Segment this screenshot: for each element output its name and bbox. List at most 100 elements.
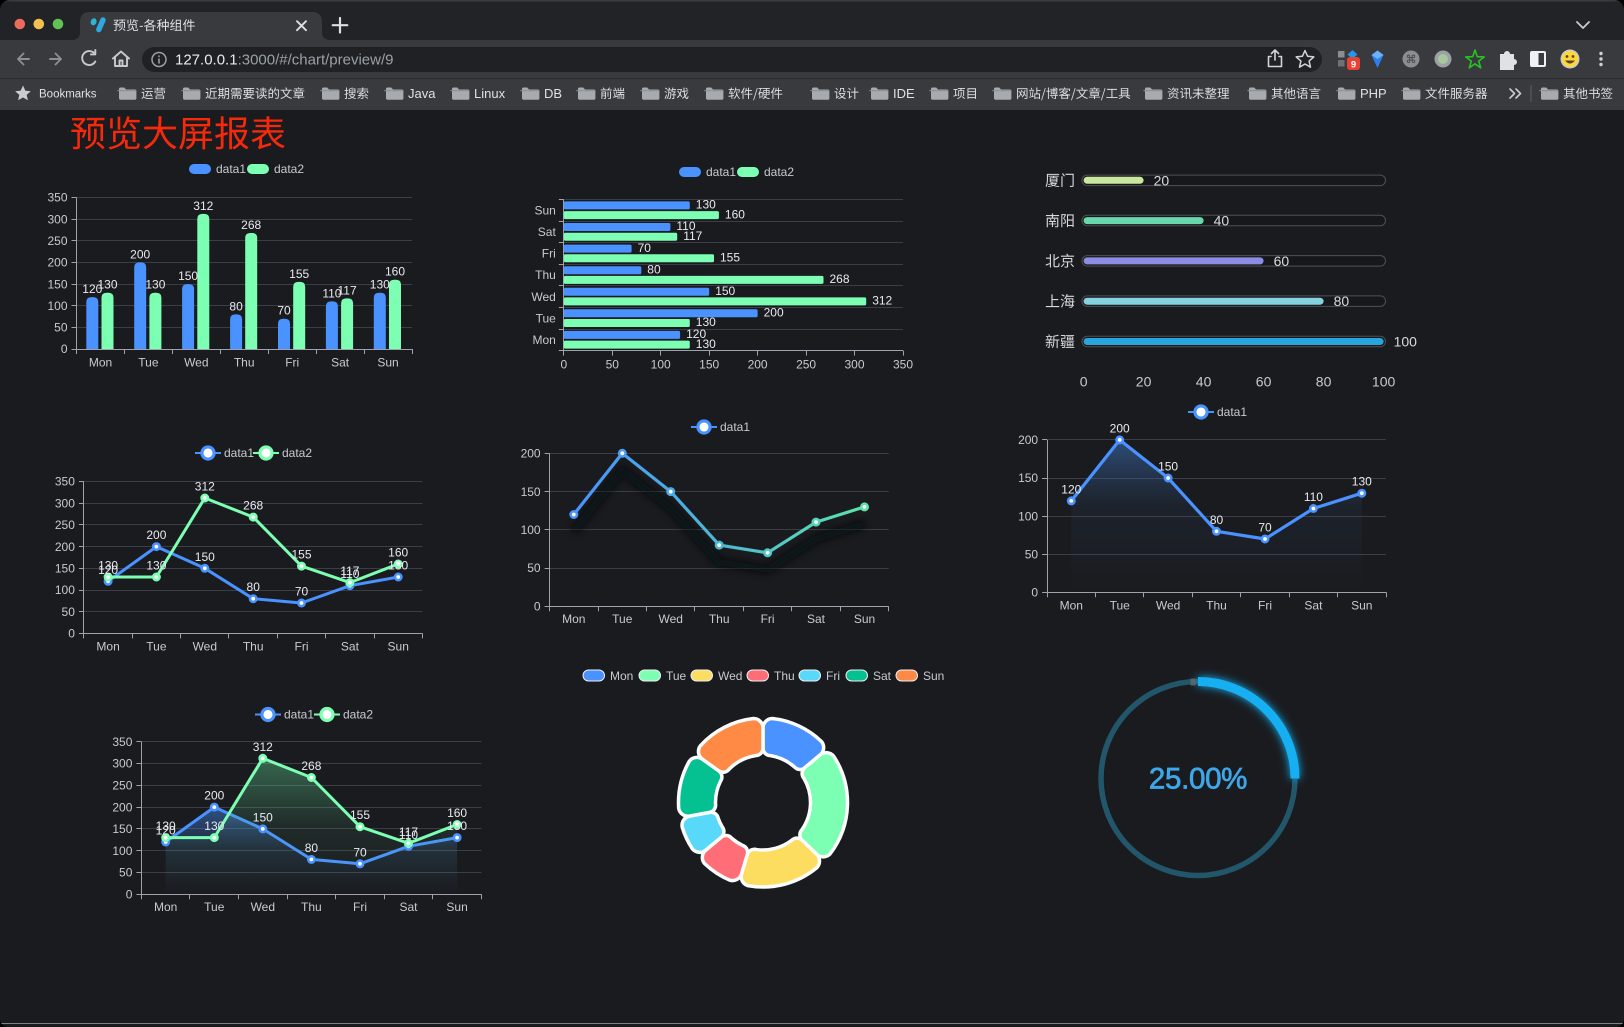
svg-text:130: 130 — [146, 559, 166, 573]
svg-text:70: 70 — [295, 585, 309, 599]
svg-text:Tue: Tue — [138, 356, 159, 370]
svg-text:150: 150 — [1158, 460, 1178, 474]
svg-text:50: 50 — [119, 866, 133, 880]
svg-text:120: 120 — [98, 563, 118, 577]
svg-text:130: 130 — [204, 819, 224, 833]
svg-text:300: 300 — [844, 358, 864, 372]
svg-text:data1: data1 — [1217, 405, 1247, 419]
svg-text:200: 200 — [130, 247, 150, 261]
svg-text:130: 130 — [696, 315, 716, 329]
svg-text:155: 155 — [289, 267, 309, 281]
svg-text:350: 350 — [47, 191, 67, 205]
svg-text:160: 160 — [385, 265, 405, 279]
svg-text:312: 312 — [193, 199, 213, 213]
svg-text:130: 130 — [388, 559, 408, 573]
svg-text:Fri: Fri — [285, 356, 299, 370]
svg-text:268: 268 — [301, 759, 321, 773]
svg-text:250: 250 — [796, 358, 816, 372]
svg-text:Thu: Thu — [535, 268, 556, 282]
svg-text:350: 350 — [112, 735, 132, 749]
svg-text:Thu: Thu — [301, 900, 322, 914]
svg-text:120: 120 — [1061, 482, 1081, 496]
svg-text:268: 268 — [241, 218, 261, 232]
svg-text:110: 110 — [676, 219, 695, 233]
svg-text:Bookmarks: Bookmarks — [39, 89, 97, 101]
svg-text:130: 130 — [98, 559, 118, 573]
svg-text:Fri: Fri — [1258, 599, 1272, 613]
svg-text:80: 80 — [1334, 293, 1350, 309]
svg-text:0: 0 — [1080, 374, 1088, 390]
svg-text:100: 100 — [651, 358, 671, 372]
svg-text:150: 150 — [253, 810, 273, 824]
svg-text:0: 0 — [534, 600, 541, 614]
svg-text:117: 117 — [399, 825, 418, 839]
svg-text:312: 312 — [195, 480, 215, 494]
svg-text:80: 80 — [247, 580, 261, 594]
svg-text:200: 200 — [1018, 433, 1038, 447]
svg-text:200: 200 — [521, 447, 541, 461]
svg-text:155: 155 — [350, 808, 370, 822]
svg-text:130: 130 — [145, 278, 165, 292]
svg-text:80: 80 — [647, 262, 661, 276]
svg-text:Fri: Fri — [295, 640, 309, 654]
svg-text:155: 155 — [720, 251, 740, 265]
svg-text:Wed: Wed — [1156, 599, 1180, 613]
svg-text:Java: Java — [408, 86, 436, 101]
svg-text:130: 130 — [696, 198, 716, 212]
svg-text:Mon: Mon — [562, 612, 585, 626]
svg-text:0: 0 — [560, 358, 567, 372]
svg-text:Sun: Sun — [534, 204, 555, 218]
svg-text:9: 9 — [1351, 60, 1356, 71]
svg-text:Wed: Wed — [531, 290, 555, 304]
svg-text:100: 100 — [1394, 334, 1418, 350]
svg-text:Sun: Sun — [923, 669, 944, 683]
svg-text:25.00%: 25.00% — [1149, 763, 1247, 796]
svg-text:50: 50 — [527, 561, 541, 575]
svg-text:160: 160 — [725, 207, 745, 221]
svg-text:130: 130 — [447, 819, 467, 833]
svg-text:data2: data2 — [764, 165, 794, 179]
svg-text:Linux: Linux — [474, 86, 506, 101]
svg-text:100: 100 — [1372, 374, 1396, 390]
svg-text:130: 130 — [370, 278, 390, 292]
svg-text:300: 300 — [112, 757, 132, 771]
svg-text:Sat: Sat — [1304, 599, 1323, 613]
svg-text:155: 155 — [291, 548, 311, 562]
svg-text:110: 110 — [340, 567, 359, 581]
svg-text:Sat: Sat — [873, 669, 892, 683]
svg-text:110: 110 — [1304, 490, 1323, 504]
svg-text:350: 350 — [55, 475, 75, 489]
svg-text:150: 150 — [521, 485, 541, 499]
svg-text:Tue: Tue — [1110, 599, 1131, 613]
svg-text:Wed: Wed — [718, 669, 742, 683]
svg-text:100: 100 — [521, 523, 541, 537]
svg-text:250: 250 — [112, 779, 132, 793]
svg-text:data2: data2 — [282, 446, 312, 460]
svg-text:Thu: Thu — [243, 640, 264, 654]
svg-text:100: 100 — [55, 583, 75, 597]
svg-text:Sat: Sat — [538, 225, 557, 239]
svg-text:data2: data2 — [343, 708, 373, 722]
svg-text:data1: data1 — [706, 165, 736, 179]
svg-text:data1: data1 — [284, 708, 314, 722]
svg-text:200: 200 — [112, 800, 132, 814]
svg-text:70: 70 — [1258, 521, 1272, 535]
svg-text:DB: DB — [544, 86, 562, 101]
svg-text:Mon: Mon — [532, 333, 555, 347]
svg-text:127.0.0.1:3000/#/chart/preview: 127.0.0.1:3000/#/chart/preview/9 — [175, 52, 394, 69]
svg-text:PHP: PHP — [1360, 86, 1387, 101]
svg-text:350: 350 — [893, 358, 913, 372]
svg-text:Mon: Mon — [154, 900, 177, 914]
svg-text:130: 130 — [696, 337, 716, 351]
svg-text:Tue: Tue — [666, 669, 687, 683]
svg-text:50: 50 — [62, 605, 76, 619]
svg-text:⌘: ⌘ — [1406, 54, 1417, 66]
svg-text:268: 268 — [830, 272, 850, 286]
svg-text:200: 200 — [146, 528, 166, 542]
svg-text:120: 120 — [686, 327, 706, 341]
svg-text:117: 117 — [340, 564, 359, 578]
svg-text:200: 200 — [764, 306, 784, 320]
svg-text:60: 60 — [1274, 253, 1290, 269]
svg-text:40: 40 — [1196, 374, 1212, 390]
svg-text:130: 130 — [1352, 475, 1372, 489]
